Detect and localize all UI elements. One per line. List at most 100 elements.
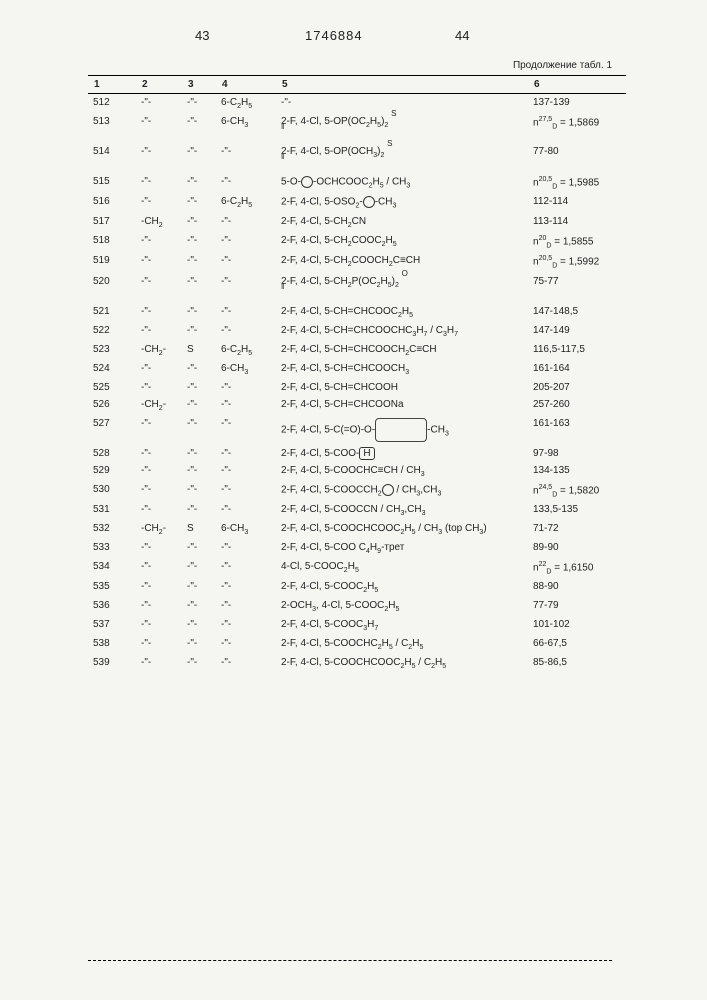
cell-col2: -CH2-: [136, 396, 182, 415]
table-row: 513-"--"-6-CH32-F, 4-Cl, 5-OP(OC2H5)2 S‖…: [88, 113, 626, 143]
compound-number: 530: [88, 481, 136, 501]
cell-col5: 4-Cl, 5-COOC2H5: [276, 558, 528, 578]
compound-number: 522: [88, 322, 136, 341]
compound-number: 525: [88, 379, 136, 396]
cell-col6: 77-79: [528, 597, 626, 616]
table-row: 538-"--"--"-2-F, 4-Cl, 5-COOCHC2H5 / C2H…: [88, 635, 626, 654]
cell-col2: -"-: [136, 173, 182, 193]
compound-number: 527: [88, 415, 136, 445]
table-row: 526-CH2--"--"-2-F, 4-Cl, 5-CH=CHCOONa257…: [88, 396, 626, 415]
compound-number: 517: [88, 213, 136, 232]
cell-col3: -"-: [182, 558, 216, 578]
cell-col6: 89-90: [528, 539, 626, 558]
page-number-right: 44: [455, 28, 469, 43]
cell-col3: -"-: [182, 481, 216, 501]
cell-col5: 2-F, 4-Cl, 5-CH2CN: [276, 213, 528, 232]
compound-number: 520: [88, 273, 136, 303]
cell-col6: 75-77: [528, 273, 626, 303]
cell-col3: -"-: [182, 94, 216, 114]
table-row: 535-"--"--"-2-F, 4-Cl, 5-COOC2H588-90: [88, 578, 626, 597]
cell-col2: -CH2-: [136, 341, 182, 360]
cell-col5: 2-F, 4-Cl, 5-COOC2H5: [276, 578, 528, 597]
cell-col3: -"-: [182, 539, 216, 558]
compound-number: 516: [88, 193, 136, 213]
compound-number: 533: [88, 539, 136, 558]
cell-col4: 6-C2H5: [216, 341, 276, 360]
table-row: 521-"--"--"-2-F, 4-Cl, 5-CH=CHCOOC2H5147…: [88, 303, 626, 322]
cell-col2: -"-: [136, 481, 182, 501]
cell-col5: 2-F, 4-Cl, 5-COOCHCOOC2H5 / CH3 (top CH3…: [276, 520, 528, 539]
cell-col4: -"-: [216, 635, 276, 654]
cell-col2: -"-: [136, 558, 182, 578]
cell-col2: -"-: [136, 635, 182, 654]
cell-col5: 2-F, 4-Cl, 5-CH2COOC2H5: [276, 232, 528, 252]
cell-col3: -"-: [182, 654, 216, 673]
compound-number: 535: [88, 578, 136, 597]
compound-number: 532: [88, 520, 136, 539]
cell-col6: 147-149: [528, 322, 626, 341]
cell-col3: -"-: [182, 273, 216, 303]
cell-col4: -"-: [216, 654, 276, 673]
bottom-dashed-divider: [88, 960, 612, 961]
cell-col6: n20,5D = 1,5992: [528, 252, 626, 272]
cell-col6: 134-135: [528, 462, 626, 481]
cell-col4: 6-CH3: [216, 113, 276, 143]
cell-col6: 161-163: [528, 415, 626, 445]
cell-col6: 112-114: [528, 193, 626, 213]
table-row: 536-"--"--"-2-OCH3, 4-Cl, 5-COOC2H577-79: [88, 597, 626, 616]
cell-col5: 2-F, 4-Cl, 5-COO-H: [276, 445, 528, 462]
cell-col3: -"-: [182, 415, 216, 445]
cell-col5: 2-F, 4-Cl, 5-COOCCN / CH3,CH3: [276, 501, 528, 520]
compound-number: 526: [88, 396, 136, 415]
cell-col6: n22D = 1,6150: [528, 558, 626, 578]
column-header: 1: [88, 76, 136, 94]
table-row: 532-CH2-S6-CH32-F, 4-Cl, 5-COOCHCOOC2H5 …: [88, 520, 626, 539]
cell-col3: -"-: [182, 445, 216, 462]
cell-col5: 2-F, 4-Cl, 5-CH=CHCOOC2H5: [276, 303, 528, 322]
cell-col6: 116,5-117,5: [528, 341, 626, 360]
compound-number: 538: [88, 635, 136, 654]
cell-col2: -"-: [136, 143, 182, 173]
cell-col4: -"-: [216, 481, 276, 501]
cell-col5: 2-F, 4-Cl, 5-COOCHC2H5 / C2H5: [276, 635, 528, 654]
cell-col4: -"-: [216, 213, 276, 232]
cell-col6: 133,5-135: [528, 501, 626, 520]
table-row: 516-"--"-6-C2H52-F, 4-Cl, 5-OSO2--CH3112…: [88, 193, 626, 213]
cell-col3: -"-: [182, 379, 216, 396]
compound-number: 539: [88, 654, 136, 673]
cell-col4: -"-: [216, 462, 276, 481]
cell-col3: S: [182, 520, 216, 539]
cell-col2: -"-: [136, 113, 182, 143]
cell-col5: 2-F, 4-Cl, 5-OP(OCH3)2 S‖: [276, 143, 528, 173]
cell-col3: -"-: [182, 635, 216, 654]
column-header: 2: [136, 76, 182, 94]
cell-col6: 161-164: [528, 360, 626, 379]
cell-col5: -"-: [276, 94, 528, 114]
cell-col4: -"-: [216, 578, 276, 597]
cell-col4: -"-: [216, 396, 276, 415]
cell-col5: 2-F, 4-Cl, 5-CH=CHCOOCHC3H7 / C3H7: [276, 322, 528, 341]
table-body: 512-"--"-6-C2H5-"-137-139513-"--"-6-CH32…: [88, 94, 626, 674]
compound-number: 515: [88, 173, 136, 193]
column-header: 5: [276, 76, 528, 94]
table-row: 514-"--"--"-2-F, 4-Cl, 5-OP(OCH3)2 S‖77-…: [88, 143, 626, 173]
table-row: 520-"--"--"-2-F, 4-Cl, 5-CH2P(OC2H5)2 O‖…: [88, 273, 626, 303]
compound-number: 512: [88, 94, 136, 114]
table-row: 531-"--"--"-2-F, 4-Cl, 5-COOCCN / CH3,CH…: [88, 501, 626, 520]
cell-col4: 6-C2H5: [216, 193, 276, 213]
cell-col4: -"-: [216, 143, 276, 173]
cell-col3: -"-: [182, 252, 216, 272]
cell-col3: -"-: [182, 173, 216, 193]
cell-col6: 257-260: [528, 396, 626, 415]
compound-number: 514: [88, 143, 136, 173]
cell-col4: -"-: [216, 616, 276, 635]
cell-col4: -"-: [216, 501, 276, 520]
cell-col3: -"-: [182, 616, 216, 635]
cell-col5: 2-F, 4-Cl, 5-CH=CHCOOCH2C≡CH: [276, 341, 528, 360]
compound-number: 531: [88, 501, 136, 520]
compound-number: 534: [88, 558, 136, 578]
cell-col5: 2-F, 4-Cl, 5-OP(OC2H5)2 S‖: [276, 113, 528, 143]
cell-col4: -"-: [216, 273, 276, 303]
cell-col2: -"-: [136, 616, 182, 635]
cell-col6: n27,5D = 1,5869: [528, 113, 626, 143]
